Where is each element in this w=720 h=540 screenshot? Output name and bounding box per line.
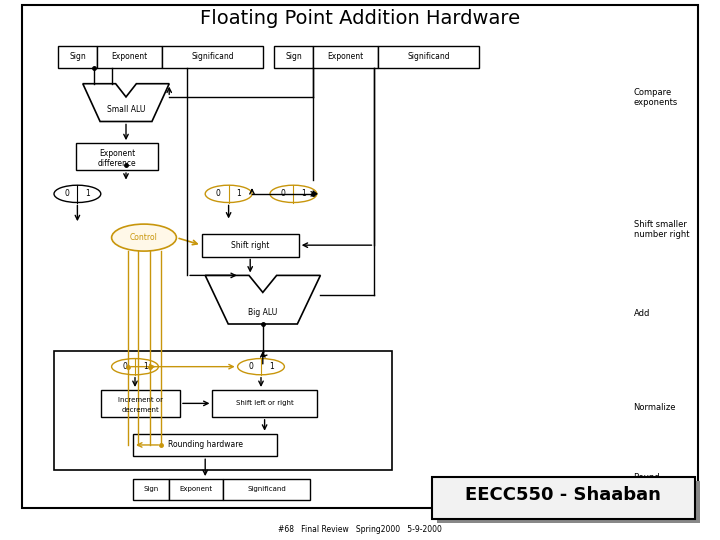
FancyBboxPatch shape — [76, 143, 158, 170]
Polygon shape — [205, 275, 320, 324]
Text: Significand: Significand — [191, 52, 234, 61]
Text: 1: 1 — [237, 190, 241, 198]
Text: Normalize: Normalize — [634, 403, 676, 412]
Polygon shape — [83, 84, 169, 122]
Text: Rounding hardware: Rounding hardware — [168, 441, 243, 449]
Ellipse shape — [238, 359, 284, 375]
Text: Small ALU: Small ALU — [107, 105, 145, 114]
Ellipse shape — [270, 185, 317, 202]
Text: Increment or: Increment or — [118, 397, 163, 403]
Text: Add: Add — [634, 309, 650, 318]
Text: Big ALU: Big ALU — [248, 308, 277, 316]
FancyBboxPatch shape — [212, 390, 317, 417]
Text: Exponent: Exponent — [99, 149, 135, 158]
Text: Shift smaller
number right: Shift smaller number right — [634, 220, 689, 239]
Text: Significand: Significand — [247, 486, 286, 492]
FancyBboxPatch shape — [101, 390, 180, 417]
FancyBboxPatch shape — [437, 481, 700, 523]
FancyBboxPatch shape — [133, 479, 169, 500]
Text: 0: 0 — [65, 190, 70, 198]
Text: Exponent: Exponent — [328, 52, 364, 61]
FancyBboxPatch shape — [432, 477, 695, 519]
Text: Floating Point Addition Hardware: Floating Point Addition Hardware — [200, 9, 520, 29]
Ellipse shape — [54, 185, 101, 202]
FancyBboxPatch shape — [97, 46, 162, 68]
Ellipse shape — [205, 185, 252, 202]
FancyBboxPatch shape — [58, 46, 97, 68]
Text: Round: Round — [634, 474, 660, 482]
FancyBboxPatch shape — [22, 5, 698, 508]
Text: Significand: Significand — [407, 52, 450, 61]
Text: difference: difference — [98, 159, 136, 167]
Text: 1: 1 — [86, 190, 90, 198]
Text: #68   Final Review   Spring2000   5-9-2000: #68 Final Review Spring2000 5-9-2000 — [278, 525, 442, 534]
FancyBboxPatch shape — [274, 46, 313, 68]
FancyBboxPatch shape — [223, 479, 310, 500]
Text: Sign: Sign — [143, 486, 159, 492]
Text: Exponent: Exponent — [112, 52, 148, 61]
Text: Compare
exponents: Compare exponents — [634, 87, 678, 107]
Text: Sign: Sign — [285, 52, 302, 61]
FancyBboxPatch shape — [378, 46, 479, 68]
Text: Shift right: Shift right — [231, 241, 269, 249]
FancyBboxPatch shape — [169, 479, 223, 500]
Text: Control: Control — [130, 233, 158, 242]
Text: decrement: decrement — [122, 407, 159, 413]
FancyBboxPatch shape — [162, 46, 263, 68]
Text: EECC550 - Shaaban: EECC550 - Shaaban — [465, 486, 662, 504]
Text: Exponent: Exponent — [179, 486, 213, 492]
Text: 0: 0 — [281, 190, 286, 198]
Text: 0: 0 — [248, 362, 253, 371]
Ellipse shape — [112, 359, 158, 375]
FancyBboxPatch shape — [313, 46, 378, 68]
Text: 0: 0 — [122, 362, 127, 371]
Text: 1: 1 — [143, 362, 148, 371]
FancyBboxPatch shape — [202, 234, 299, 256]
FancyBboxPatch shape — [133, 434, 277, 456]
Text: 1: 1 — [269, 362, 274, 371]
Text: Shift left or right: Shift left or right — [235, 400, 294, 407]
Text: 1: 1 — [302, 190, 306, 198]
Text: 0: 0 — [216, 190, 221, 198]
Ellipse shape — [112, 224, 176, 251]
Text: Sign: Sign — [69, 52, 86, 61]
FancyBboxPatch shape — [54, 351, 392, 470]
